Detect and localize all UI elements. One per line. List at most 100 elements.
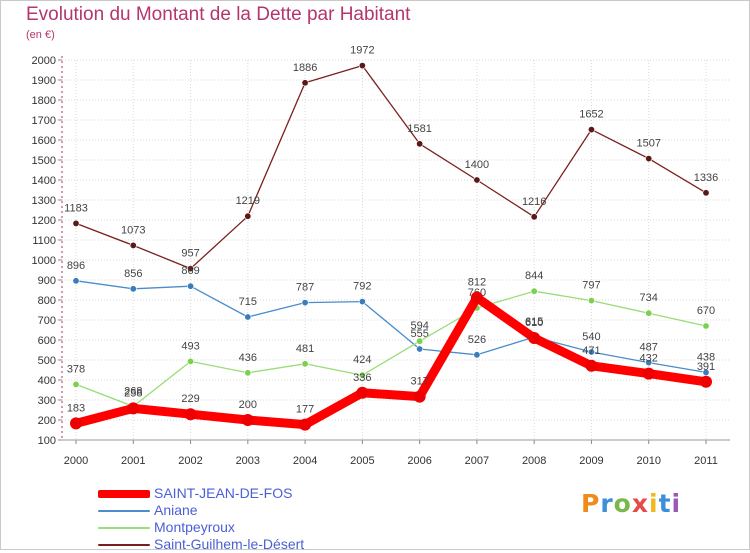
- logo-letter: o: [613, 489, 632, 518]
- data-label-montpeyroux: 481: [296, 343, 314, 355]
- data-point-saint-guilhem-le-d-sert: [587, 126, 595, 134]
- chart-unit-label: (en €): [26, 29, 55, 41]
- data-point-saint-jean-de-fos: [642, 367, 655, 380]
- data-label-saint-guilhem-le-d-sert: 1183: [64, 202, 88, 214]
- x-tick-label: 2001: [121, 455, 145, 467]
- x-tick-label: 2004: [293, 455, 317, 467]
- y-tick-label: 800: [38, 295, 56, 307]
- legend-swatch-aniane: [98, 510, 150, 512]
- x-tick-label: 2006: [407, 455, 431, 467]
- data-point-montpeyroux: [187, 357, 195, 365]
- y-tick-label: 700: [38, 315, 56, 327]
- legend-label: Montpeyroux: [154, 519, 235, 535]
- data-label-aniane: 526: [468, 334, 486, 346]
- logo-letter: t: [658, 489, 672, 518]
- data-label-aniane: 869: [181, 265, 199, 277]
- data-point-aniane: [244, 313, 252, 321]
- data-point-aniane: [358, 298, 366, 306]
- data-label-saint-jean-de-fos: 812: [468, 277, 486, 289]
- data-label-montpeyroux: 436: [239, 352, 257, 364]
- data-label-saint-jean-de-fos: 183: [67, 402, 85, 414]
- data-label-saint-jean-de-fos: 432: [640, 353, 658, 365]
- x-tick-label: 2003: [236, 455, 260, 467]
- y-tick-label: 1200: [32, 215, 56, 227]
- data-point-saint-guilhem-le-d-sert: [416, 140, 424, 148]
- y-tick-label: 200: [38, 415, 56, 427]
- data-label-saint-guilhem-le-d-sert: 1400: [465, 159, 489, 171]
- data-point-aniane: [301, 299, 309, 307]
- legend-label: Saint-Guilhem-le-Désert: [154, 536, 305, 552]
- y-tick-label: 1400: [32, 175, 56, 187]
- x-tick-label: 2002: [178, 455, 202, 467]
- data-point-saint-guilhem-le-d-sert: [530, 213, 538, 221]
- logo-letter: P: [581, 489, 601, 518]
- data-label-aniane: 896: [67, 260, 85, 272]
- x-tick-label: 2008: [522, 455, 546, 467]
- data-point-montpeyroux: [530, 287, 538, 295]
- data-label-saint-guilhem-le-d-sert: 957: [181, 248, 199, 260]
- data-label-saint-guilhem-le-d-sert: 1219: [236, 195, 260, 207]
- data-point-montpeyroux: [702, 322, 710, 330]
- y-tick-label: 1800: [32, 95, 56, 107]
- data-point-saint-jean-de-fos: [184, 408, 197, 421]
- data-point-saint-guilhem-le-d-sert: [129, 241, 137, 249]
- data-point-aniane: [129, 285, 137, 293]
- x-tick-label: 2007: [465, 455, 489, 467]
- data-label-montpeyroux: 268: [124, 385, 142, 397]
- data-label-montpeyroux: 734: [640, 292, 658, 304]
- data-point-saint-guilhem-le-d-sert: [473, 176, 481, 184]
- data-label-saint-guilhem-le-d-sert: 1336: [694, 172, 718, 184]
- data-point-saint-guilhem-le-d-sert: [72, 219, 80, 227]
- series-line-montpeyroux: [75, 290, 707, 408]
- logo-letter: i: [671, 489, 682, 518]
- data-label-aniane: 615: [525, 316, 543, 328]
- data-point-saint-jean-de-fos: [585, 359, 598, 372]
- data-point-saint-guilhem-le-d-sert: [187, 265, 195, 273]
- data-point-aniane: [187, 282, 195, 290]
- series-line-saint-jean-de-fos: [71, 293, 711, 430]
- data-point-aniane: [702, 368, 710, 376]
- data-point-aniane: [587, 348, 595, 356]
- data-label-saint-guilhem-le-d-sert: 1652: [579, 109, 603, 121]
- data-point-saint-jean-de-fos: [356, 386, 369, 399]
- data-label-saint-jean-de-fos: 317: [410, 376, 428, 388]
- y-tick-label: 500: [38, 355, 56, 367]
- data-point-aniane: [645, 359, 653, 367]
- data-point-montpeyroux: [645, 309, 653, 317]
- data-label-montpeyroux: 493: [181, 340, 199, 352]
- chart-title: Evolution du Montant de la Dette par Hab…: [26, 4, 411, 25]
- data-label-aniane: 787: [296, 282, 314, 294]
- y-tick-label: 1900: [32, 75, 56, 87]
- data-label-aniane: 487: [640, 342, 658, 354]
- y-tick-label: 1300: [32, 195, 56, 207]
- y-tick-label: 900: [38, 275, 56, 287]
- data-point-saint-jean-de-fos: [70, 417, 82, 430]
- data-point-aniane: [416, 345, 424, 353]
- data-label-montpeyroux: 424: [353, 354, 371, 366]
- data-point-saint-jean-de-fos: [127, 402, 140, 415]
- data-label-aniane: 438: [697, 351, 715, 363]
- y-tick-label: 1000: [32, 255, 56, 267]
- data-point-aniane: [473, 351, 481, 359]
- data-point-montpeyroux: [587, 297, 595, 305]
- y-tick-label: 1700: [32, 115, 56, 127]
- y-tick-label: 600: [38, 335, 56, 347]
- data-label-saint-guilhem-le-d-sert: 1073: [121, 224, 145, 236]
- data-label-saint-jean-de-fos: 258: [124, 387, 142, 399]
- data-point-saint-jean-de-fos: [241, 414, 254, 426]
- data-label-saint-jean-de-fos: 610: [525, 317, 543, 329]
- x-tick-label: 2005: [350, 455, 374, 467]
- y-tick-label: 400: [38, 375, 56, 387]
- legend-label: Aniane: [154, 502, 198, 518]
- data-point-saint-guilhem-le-d-sert: [244, 212, 252, 220]
- data-label-montpeyroux: 797: [582, 280, 600, 292]
- data-point-saint-jean-de-fos: [470, 291, 483, 304]
- data-point-montpeyroux: [358, 371, 366, 379]
- y-tick-label: 1500: [32, 155, 56, 167]
- legend-swatch-saint-jean-de-fos: [98, 490, 150, 498]
- data-point-saint-jean-de-fos: [528, 332, 541, 344]
- data-point-saint-guilhem-le-d-sert: [301, 79, 309, 87]
- y-tick-label: 1600: [32, 135, 56, 147]
- data-label-saint-jean-de-fos: 229: [181, 393, 199, 405]
